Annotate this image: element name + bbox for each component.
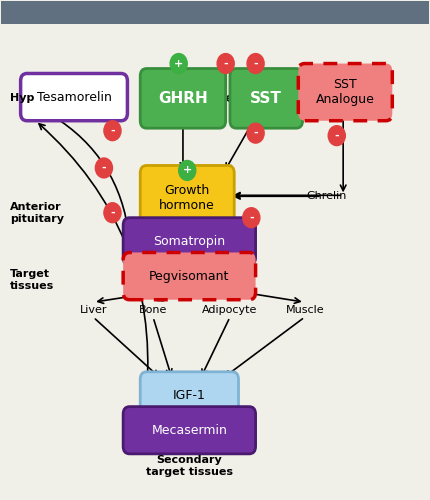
Circle shape [170,54,187,74]
FancyBboxPatch shape [123,218,255,265]
Text: Mecasermin: Mecasermin [151,424,227,436]
Text: -: - [253,128,258,138]
Text: -: - [110,126,115,136]
Text: Pegvisomant: Pegvisomant [149,270,230,282]
Circle shape [247,123,264,143]
Text: SST: SST [250,91,282,106]
Text: -: - [253,58,258,68]
Text: Anterior
pituitary: Anterior pituitary [10,202,64,224]
Circle shape [243,208,260,228]
Circle shape [104,120,121,141]
FancyBboxPatch shape [230,68,303,128]
Text: -: - [249,212,254,222]
Text: Tesamorelin: Tesamorelin [37,90,111,104]
Circle shape [95,158,113,178]
Text: Growth
hormone: Growth hormone [160,184,215,212]
Text: GHRH: GHRH [158,91,208,106]
Text: Target
tissues: Target tissues [10,269,54,290]
FancyBboxPatch shape [298,64,392,120]
Text: -: - [223,58,228,68]
Text: -: - [110,208,115,218]
Text: Secondary
target tissues: Secondary target tissues [146,456,233,477]
Text: Hyp: Hyp [10,94,34,104]
FancyBboxPatch shape [1,2,429,24]
FancyBboxPatch shape [123,406,255,454]
Text: -: - [335,130,339,140]
Text: Somatropin: Somatropin [154,235,225,248]
Circle shape [179,160,196,180]
FancyBboxPatch shape [140,166,234,230]
Text: Muscle: Muscle [286,304,324,314]
Text: IGF-1: IGF-1 [173,389,206,402]
Circle shape [217,54,234,74]
Text: Liver: Liver [80,304,107,314]
Text: +: + [183,166,192,175]
Circle shape [104,203,121,222]
Text: +: + [174,58,183,68]
FancyBboxPatch shape [140,372,239,419]
FancyBboxPatch shape [140,68,226,128]
Text: -: - [101,163,106,173]
Circle shape [247,54,264,74]
Text: Adipocyte: Adipocyte [202,304,258,314]
Circle shape [328,126,345,146]
Text: Bone: Bone [139,304,167,314]
Text: SST
Analogue: SST Analogue [316,78,375,106]
FancyBboxPatch shape [21,74,127,120]
Text: Ghrelin: Ghrelin [306,192,346,202]
FancyBboxPatch shape [123,252,255,300]
